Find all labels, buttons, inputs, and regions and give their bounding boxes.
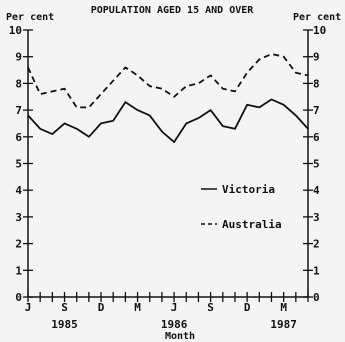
x-tick-label-month: D	[244, 301, 251, 314]
y-tick-label-left: 5	[15, 158, 22, 171]
x-tick-label-year: 1986	[161, 318, 188, 331]
y-tick-label-left: 7	[15, 104, 22, 117]
x-tick-label-month: D	[98, 301, 105, 314]
y-tick-label-right: 4	[313, 184, 320, 197]
x-tick-label-year: 1987	[270, 318, 297, 331]
y-tick-label-right: 8	[313, 77, 320, 90]
y-tick-label-left: 4	[15, 184, 22, 197]
legend: Victoria Australia	[201, 183, 282, 231]
x-tick-label-month: S	[207, 301, 214, 314]
y-tick-label-left: 1	[15, 264, 22, 277]
x-tick-label-month: S	[61, 301, 68, 314]
y-tick-label-right: 1	[313, 264, 320, 277]
y-tick-label-left: 8	[15, 77, 22, 90]
y-tick-label-right: 3	[313, 211, 320, 224]
y-tick-label-right: 7	[313, 104, 320, 117]
y-tick-label-right: 0	[313, 291, 320, 304]
x-tick-label-month: J	[171, 301, 178, 314]
legend-australia-label: Australia	[222, 218, 282, 231]
legend-victoria-label: Victoria	[222, 183, 275, 196]
y-tick-label-right: 2	[313, 238, 320, 251]
series-lines	[27, 53, 309, 144]
y-tick-label-left: 10	[9, 24, 22, 37]
y-tick-label-left: 3	[15, 211, 22, 224]
series-line-australia	[27, 53, 309, 109]
series-line-victoria	[27, 98, 309, 144]
y-tick-label-left: 0	[15, 291, 22, 304]
chart-title: POPULATION AGED 15 AND OVER	[91, 5, 255, 16]
axis-ticks: 0 0 1 1 2 2 3 3 4 4 5 5 6 6 7 7 8 8 9 9 10 10 J S D M J S D M 1985 1986…	[9, 24, 327, 331]
y-tick-label-right: 5	[313, 158, 320, 171]
y-tick-label-right: 10	[313, 24, 326, 37]
x-tick-label-month: M	[134, 301, 141, 314]
x-tick-label-month: M	[280, 301, 287, 314]
y-tick-label-left: 2	[15, 238, 22, 251]
y-tick-label-left: 9	[15, 51, 22, 64]
y-axis-label-right: Per cent	[293, 12, 341, 23]
y-tick-label-right: 6	[313, 131, 320, 144]
y-axis-label-left: Per cent	[6, 12, 54, 23]
x-axis-label: Month	[165, 331, 195, 342]
x-tick-label-month: J	[25, 301, 32, 314]
y-tick-label-right: 9	[313, 51, 320, 64]
x-tick-label-year: 1985	[51, 318, 78, 331]
y-tick-label-left: 6	[15, 131, 22, 144]
